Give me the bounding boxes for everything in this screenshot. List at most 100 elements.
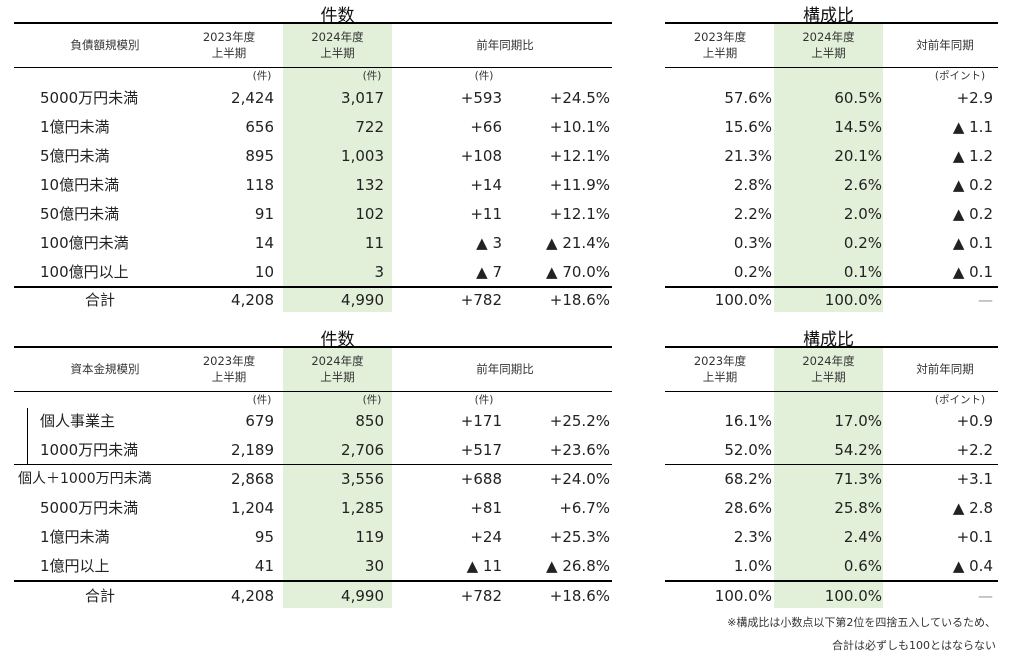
cell-count-2024: 850 <box>355 412 384 430</box>
unit-point: (ポイント) <box>934 70 986 82</box>
cell-count-2024: 1,003 <box>341 147 384 165</box>
cell-yoy-diff: +14 <box>470 176 502 194</box>
cell-ratio-2023: 1.0% <box>733 557 772 575</box>
cell-ratio-diff: +3.1 <box>956 470 993 488</box>
cell-count-2024: 102 <box>355 205 384 223</box>
rule <box>665 286 998 288</box>
cell-ratio-diff: ▲ 0.4 <box>952 557 993 575</box>
cell-ratio-2024: 0.2% <box>843 234 882 252</box>
cell-count-2024: 2,706 <box>341 441 384 459</box>
cell-yoy-pct: +24.5% <box>549 89 610 107</box>
row-label: 個人事業主 <box>40 412 116 430</box>
cell-ratio-2024: 2.6% <box>843 176 882 194</box>
rule <box>14 346 612 348</box>
title-count: 件数 <box>320 330 355 350</box>
total-cell-count-2023: 4,208 <box>231 587 274 605</box>
cell-yoy-pct: +12.1% <box>549 205 610 223</box>
cell-count-2024: 3 <box>374 263 384 281</box>
cell-yoy-diff: ▲ 7 <box>476 263 502 281</box>
header-category: 資本金規模別 <box>70 362 140 376</box>
rule <box>14 464 612 465</box>
cell-count-2024: 132 <box>355 176 384 194</box>
highlight-2024-ratio <box>774 23 883 312</box>
cell-yoy-diff: +593 <box>460 89 502 107</box>
title-ratio: 構成比 <box>803 6 854 26</box>
header-yoy: 前年同期比 <box>476 362 534 376</box>
cell-ratio-diff: +2.2 <box>956 441 993 459</box>
cell-ratio-diff: ▲ 1.1 <box>952 118 993 136</box>
cell-ratio-2024: 60.5% <box>834 89 882 107</box>
cell-yoy-diff: ▲ 11 <box>466 557 502 575</box>
header-ratio-2024: 2024年度 上半期 <box>802 354 855 384</box>
total-cell-count-2024: 4,990 <box>341 587 384 605</box>
cell-ratio-diff: ▲ 0.1 <box>952 263 993 281</box>
cell-yoy-pct: ▲ 26.8% <box>546 557 610 575</box>
total-cell-ratio-2023: 100.0% <box>714 291 772 309</box>
cell-count-2023: 41 <box>254 557 274 575</box>
rule <box>14 22 612 24</box>
unit-point: (ポイント) <box>934 394 986 406</box>
cell-count-2023: 2,189 <box>231 441 274 459</box>
cell-ratio-diff: ▲ 0.1 <box>952 234 993 252</box>
cell-yoy-diff: +171 <box>460 412 502 430</box>
total-label: 合計 <box>84 587 115 605</box>
cell-yoy-diff: +517 <box>460 441 502 459</box>
header-2024: 2024年度 上半期 <box>311 354 364 384</box>
cell-ratio-2024: 20.1% <box>834 147 882 165</box>
cell-count-2023: 2,868 <box>231 470 274 488</box>
cell-yoy-diff: +66 <box>470 118 502 136</box>
row-label: 個人＋1000万円未満 <box>18 471 152 487</box>
cell-ratio-2024: 2.4% <box>843 528 882 546</box>
footnote-line-2: 合計は必ずしも100とはならない <box>832 639 996 652</box>
cell-yoy-diff: +24 <box>470 528 502 546</box>
cell-ratio-2023: 16.1% <box>724 412 772 430</box>
header-ratio-2024: 2024年度 上半期 <box>802 30 855 60</box>
cell-count-2024: 3,017 <box>341 89 384 107</box>
rule <box>14 67 612 68</box>
cell-yoy-diff: +688 <box>460 470 502 488</box>
row-label: 50億円未満 <box>40 205 120 223</box>
rule <box>14 580 612 582</box>
cell-ratio-2023: 28.6% <box>724 499 772 517</box>
header-category: 負債額規模別 <box>70 38 140 52</box>
cell-count-2023: 10 <box>254 263 274 281</box>
cell-yoy-pct: ▲ 70.0% <box>546 263 610 281</box>
cell-ratio-2024: 0.6% <box>843 557 882 575</box>
rule <box>665 22 998 24</box>
cell-ratio-2023: 21.3% <box>724 147 772 165</box>
title-count: 件数 <box>320 6 355 26</box>
row-label: 10億円未満 <box>40 176 120 194</box>
header-ratio-2023: 2023年度 上半期 <box>693 30 747 60</box>
total-cell-yoy-diff: +782 <box>460 291 502 309</box>
footnote-line-1: ※構成比は小数点以下第2位を四捨五入しているため、 <box>727 616 996 629</box>
rule <box>14 391 612 392</box>
cell-yoy-pct: +23.6% <box>549 441 610 459</box>
total-cell-ratio-diff: — <box>978 587 993 605</box>
cell-yoy-pct: +24.0% <box>549 470 610 488</box>
cell-count-2024: 119 <box>355 528 384 546</box>
cell-yoy-pct: +12.1% <box>549 147 610 165</box>
cell-yoy-diff: +108 <box>460 147 502 165</box>
cell-count-2024: 11 <box>364 234 384 252</box>
total-cell-yoy-diff: +782 <box>460 587 502 605</box>
cell-count-2023: 2,424 <box>231 89 274 107</box>
cell-ratio-2023: 0.3% <box>733 234 772 252</box>
unit-2023: (件) <box>252 394 272 406</box>
header-ratio-diff: 対前年同期 <box>916 362 974 376</box>
total-cell-ratio-diff: — <box>978 291 993 309</box>
highlight-2024-count <box>283 23 392 312</box>
cell-ratio-2024: 17.0% <box>834 412 882 430</box>
row-label: 5000万円未満 <box>40 89 139 107</box>
cell-ratio-diff: ▲ 0.2 <box>952 205 993 223</box>
rule <box>665 391 998 392</box>
cell-ratio-2023: 2.2% <box>733 205 772 223</box>
total-cell-ratio-2024: 100.0% <box>824 587 882 605</box>
unit-2024: (件) <box>362 394 382 406</box>
unit-yoy: (件) <box>474 70 494 82</box>
cell-ratio-2023: 57.6% <box>724 89 772 107</box>
cell-yoy-diff: ▲ 3 <box>476 234 502 252</box>
cell-count-2024: 3,556 <box>341 470 384 488</box>
cell-yoy-diff: +81 <box>470 499 502 517</box>
highlight-2024-count <box>283 347 392 608</box>
title-ratio: 構成比 <box>803 330 854 350</box>
